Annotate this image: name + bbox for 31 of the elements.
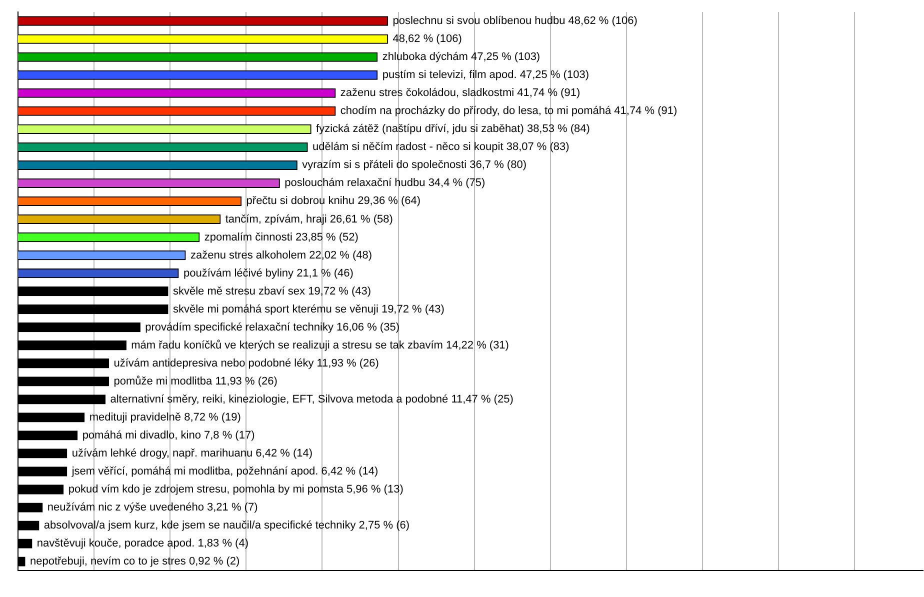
data-label: užívám antidepresiva nebo podobné léky 11,93 % (26) [114, 357, 379, 370]
data-label: používám léčivé byliny 21,1 % (46) [183, 267, 354, 280]
data-label: medituji pravidelně 8,72 % (19) [89, 411, 241, 424]
data-label: tančím, zpívám, hraji 26,61 % (58) [225, 213, 393, 226]
data-label: alternativní směry, reiki, kineziologie, EFT, Silvova metoda a podobné 11,47 % (25) [110, 393, 514, 406]
data-label: poslechnu si svou oblíbenou hudbu 48,62 % (106) [392, 15, 638, 28]
data-label: pomůže mi modlitba 11,93 % (26) [114, 375, 278, 388]
data-label: přečtu si dobrou knihu 29,36 % (64) [246, 195, 421, 208]
data-label: užívám lehké drogy, např. marihuanu 6,42 % (14) [72, 448, 313, 460]
data-label: fyzická zátěž (naštípu dříví, jdu si zaběhat) 38,53 % (84) [316, 123, 590, 136]
data-label: navštěvuji kouče, poradce apod. 1,83 % (4) [36, 538, 248, 550]
data-label: nepotřebuji, nevím co to je stres 0,92 % (2) [30, 556, 240, 568]
data-label: neužívám nic z výše uvedeného 3,21 % (7) [47, 502, 258, 514]
data-label: zhluboka dýchám 47,25 % (103) [382, 51, 540, 64]
data-label: pokud vím kdo je zdrojem stresu, pomohla by mi pomsta 5,96 % (13) [68, 484, 404, 496]
data-label: 48,62 % (106) [392, 33, 462, 46]
data-label: skvěle mě stresu zbaví sex 19,72 % (43) [172, 285, 372, 298]
data-label: jsem věřící, pomáhá mi modlitba, požehnání apod. 6,42 % (14) [70, 466, 378, 478]
data-label: zaženu stres alkoholem 22,02 % (48) [190, 249, 372, 262]
data-label: vyrazím si s přáteli do společnosti 36,7 % (80) [302, 159, 526, 172]
data-label: pustím si televizi, film apod. 47,25 % (103) [382, 69, 589, 82]
data-label: udělám si něčím radost - něco si koupit 38,07 % (83) [312, 141, 570, 154]
data-label: chodím na procházky do přírody, do lesa, to mi pomáhá 41,74 % (91) [340, 105, 678, 118]
data-label: absolvoval/a jsem kurz, kde jsem se naučil/a specifické techniky 2,75 % (6) [44, 520, 410, 532]
data-label: pomáhá mi divadlo, kino 7,8 % (17) [82, 429, 255, 442]
data-label: zpomalím činnosti 23,85 % (52) [204, 231, 358, 244]
data-label: zaženu stres čokoládou, sladkostmi 41,74 % (91) [340, 87, 580, 100]
data-label: poslouchám relaxační hudbu 34,4 % (75) [284, 177, 486, 190]
data-label: mám řadu koníčků ve kterých se realizuji a stresu se tak zbavím 14,22 % (31) [131, 339, 509, 352]
data-label: provádím specifické relaxační techniky 16,06 % (35) [145, 321, 400, 334]
data-label: skvěle mi pomáhá sport kterému se věnuji 19,72 % (43) [172, 303, 444, 316]
